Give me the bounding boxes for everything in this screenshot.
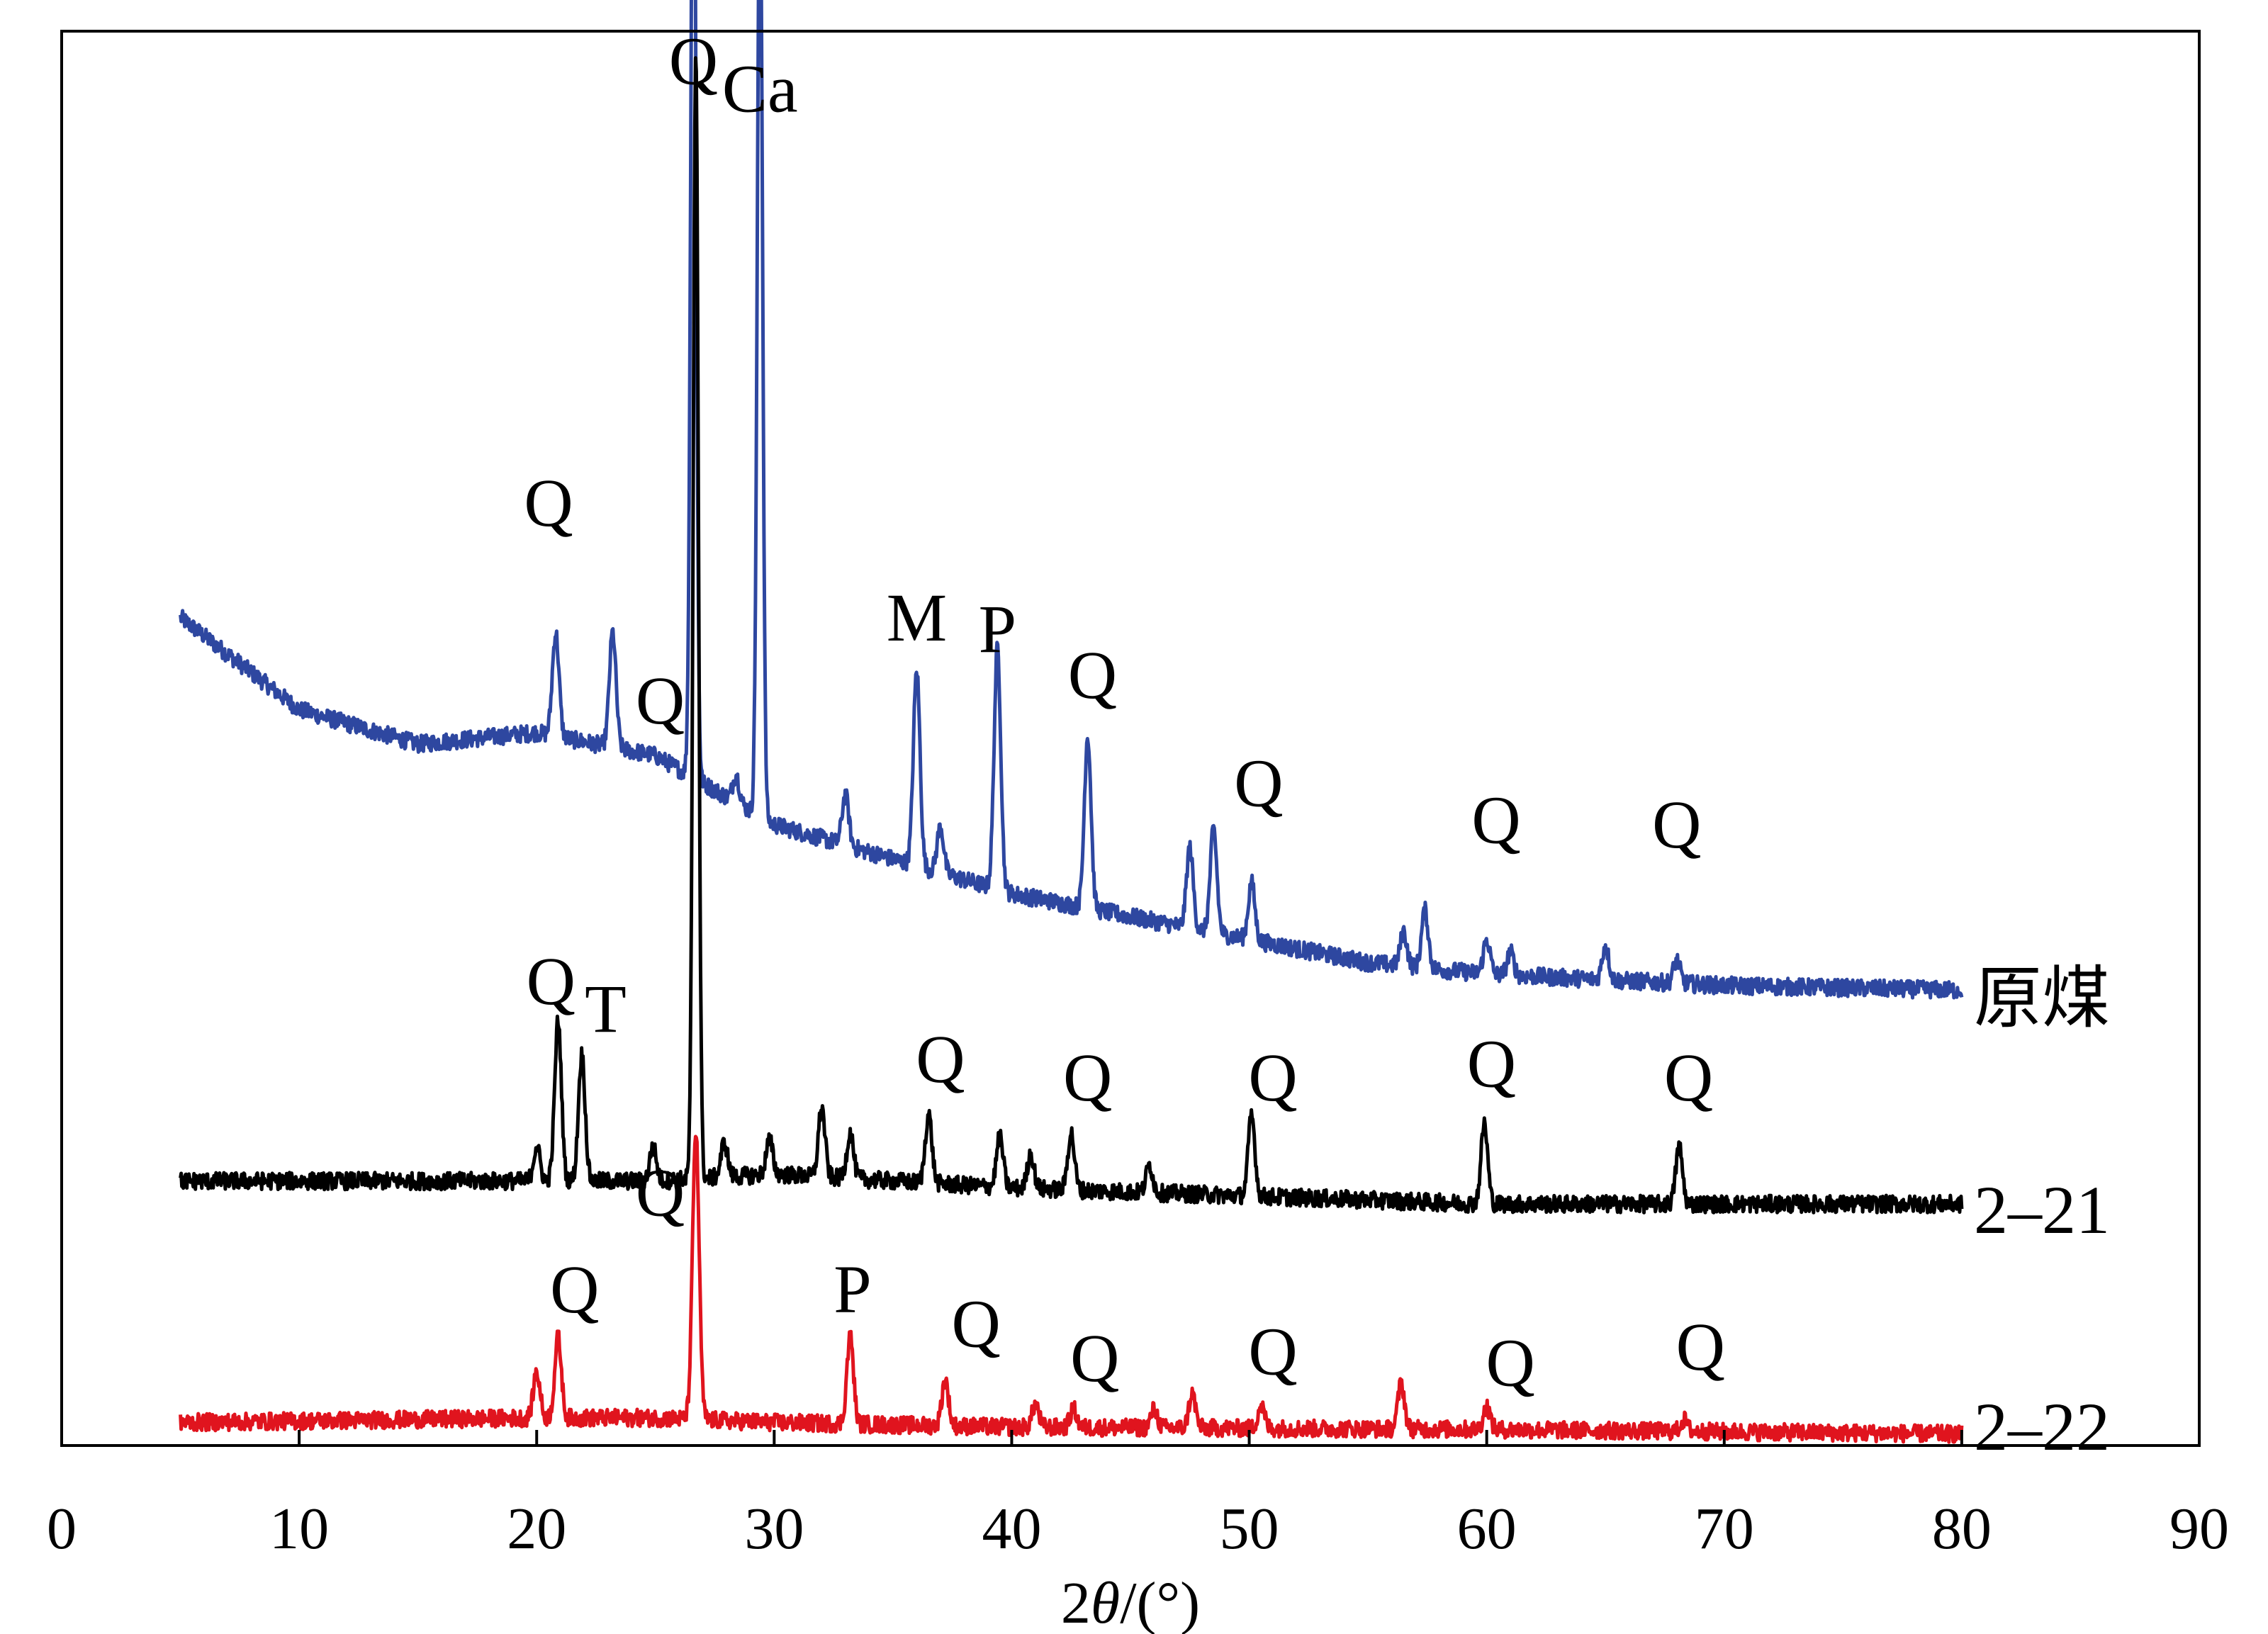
sample-label-2-21: 2–21 (1974, 1172, 2110, 1248)
peak-label-q: Q (669, 23, 718, 99)
peak-label-q: Q (952, 1285, 1001, 1361)
series-layer (179, 0, 1964, 1444)
series-line-2-22 (179, 1134, 1964, 1444)
peak-label-q: Q (1676, 1309, 1725, 1385)
x-axis-title-theta: θ (1091, 1570, 1120, 1634)
x-tick-label: 70 (1695, 1496, 1754, 1562)
x-axis-title: 2θ/(°) (1061, 1570, 1200, 1634)
x-axis-ticks: 0 10 20 30 40 50 60 70 80 90 (47, 1430, 2229, 1562)
peak-label-ca: Ca (722, 51, 798, 127)
x-tick-label: 90 (2169, 1496, 2229, 1562)
peak-label-q: Q (636, 663, 685, 738)
peak-label-q: Q (1068, 637, 1117, 713)
x-tick-label: 10 (269, 1496, 329, 1562)
peak-label-q: Q (527, 943, 576, 1019)
x-tick-label: 50 (1220, 1496, 1279, 1562)
peak-label-q: Q (1248, 1313, 1297, 1389)
peak-label-p: P (833, 1251, 871, 1327)
x-tick-label: 80 (1932, 1496, 1992, 1562)
x-tick-label: 0 (47, 1496, 77, 1562)
sample-label-2-22: 2–22 (1974, 1389, 2110, 1465)
x-axis-title-suffix: /(°) (1120, 1570, 1200, 1634)
plot-frame (60, 30, 2201, 1447)
peak-label-q: Q (1652, 787, 1701, 862)
peak-label-q: Q (1070, 1320, 1119, 1396)
peak-label-q: Q (916, 1021, 965, 1097)
sample-label-raw-coal: 原煤 (1974, 960, 2110, 1036)
x-tick-label: 30 (744, 1496, 804, 1562)
peak-label-q: Q (636, 1154, 685, 1230)
x-tick-label: 60 (1457, 1496, 1517, 1562)
peak-label-q: Q (1063, 1039, 1112, 1115)
series-line-2-21 (179, 56, 1964, 1215)
x-axis-title-prefix: 2 (1061, 1570, 1091, 1634)
peak-label-q: Q (524, 465, 573, 541)
peak-label-q: Q (1664, 1039, 1713, 1115)
series-line-raw-coal (179, 0, 1964, 1000)
peak-label-t: T (585, 971, 627, 1047)
peak-label-m: M (887, 580, 947, 655)
x-tick-label: 20 (507, 1496, 566, 1562)
peak-label-q: Q (1248, 1039, 1297, 1115)
peak-label-q: Q (550, 1251, 599, 1327)
peak-label-q: Q (1467, 1026, 1516, 1102)
peak-label-p: P (979, 591, 1016, 667)
peak-label-q: Q (1486, 1325, 1535, 1401)
peak-label-q: Q (1234, 745, 1283, 821)
peak-label-q: Q (1471, 782, 1520, 858)
x-tick-label: 40 (982, 1496, 1041, 1562)
sample-labels: 原煤 2–21 2–22 (1974, 960, 2110, 1464)
